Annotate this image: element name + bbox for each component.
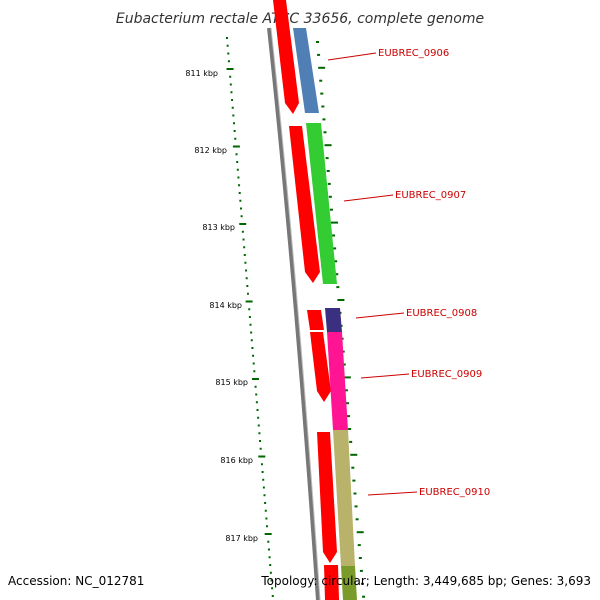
gene-block-next[interactable]	[341, 566, 357, 600]
scale-label-813: 813 kbp	[202, 223, 235, 232]
gene-leader-line	[367, 491, 418, 496]
gene-leader-line	[355, 312, 405, 319]
cds-arrow[interactable]	[324, 565, 339, 600]
gene-leader-line	[360, 373, 410, 379]
gene-label-eubrec-0910[interactable]: EUBREC_0910	[419, 487, 490, 498]
cds-arrow[interactable]	[317, 432, 337, 563]
gene-label-eubrec-0908[interactable]: EUBREC_0908	[406, 308, 477, 319]
scale-ticks	[226, 37, 366, 598]
cds-arrow[interactable]	[289, 126, 320, 283]
genome-backbone	[267, 27, 320, 600]
cds-arrow[interactable]	[307, 310, 324, 330]
gene-block-eubrec-0910[interactable]	[333, 430, 355, 566]
scale-label-816: 816 kbp	[220, 456, 253, 465]
scale-label-811: 811 kbp	[185, 69, 218, 78]
gene-block-eubrec-0907[interactable]	[306, 123, 337, 284]
cds-ring	[273, 0, 339, 600]
topology-text: Topology: circular; Length: 3,449,685 bp…	[261, 574, 591, 588]
gene-label-eubrec-0906[interactable]: EUBREC_0906	[378, 48, 449, 59]
gene-ring	[293, 28, 357, 600]
gene-block-eubrec-0909[interactable]	[327, 332, 348, 430]
cds-arrow[interactable]	[273, 0, 299, 114]
gene-label-eubrec-0907[interactable]: EUBREC_0907	[395, 190, 466, 201]
gene-block-eubrec-0906[interactable]	[293, 28, 319, 113]
map-title: Eubacterium rectale ATCC 33656, complete…	[116, 11, 484, 27]
gene-label-eubrec-0909[interactable]: EUBREC_0909	[411, 369, 482, 380]
scale-label-812: 812 kbp	[194, 146, 227, 155]
scale-label-815: 815 kbp	[215, 378, 248, 387]
gene-leader-line	[327, 52, 377, 61]
gene-leader-line	[343, 194, 394, 202]
scale-label-817: 817 kbp	[225, 534, 258, 543]
accession-text: Accession: NC_012781	[8, 574, 145, 588]
genome-backbone-highlight	[270, 27, 321, 600]
cds-arrow[interactable]	[310, 332, 331, 402]
gene-block-eubrec-0908[interactable]	[325, 308, 342, 332]
scale-label-814: 814 kbp	[209, 301, 242, 310]
